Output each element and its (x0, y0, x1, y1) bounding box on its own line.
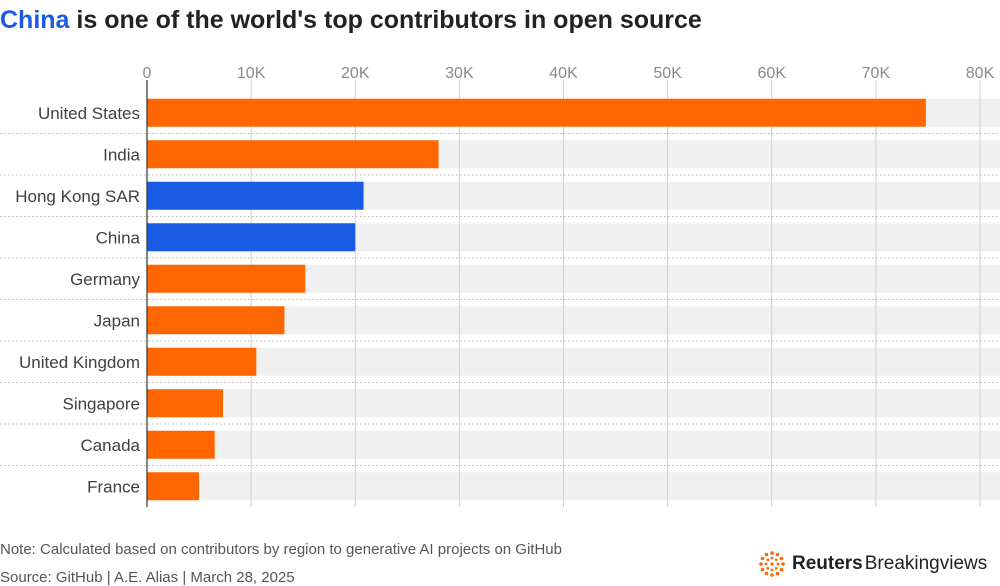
x-tick-label: 40K (549, 65, 578, 82)
chart-source: Source: GitHub | A.E. Alias | March 28, … (0, 569, 295, 586)
bar-singapore (147, 389, 224, 418)
bar-france (147, 472, 200, 501)
category-label-hong-kong-sar: Hong Kong SAR (15, 187, 140, 206)
bar-canada (147, 430, 215, 459)
row-band-canada (147, 430, 1000, 459)
x-tick-label: 60K (758, 65, 787, 82)
bar-hong-kong-sar (147, 181, 364, 210)
title-highlight: China (0, 6, 70, 34)
row-band-united-kingdom (147, 347, 1000, 376)
category-label-germany: Germany (70, 270, 140, 289)
chart-note: Note: Calculated based on contributors b… (0, 541, 562, 558)
row-band-singapore (147, 389, 1000, 418)
brand-reuters: Reuters (792, 553, 863, 574)
row-band-france (147, 472, 1000, 501)
category-label-india: India (103, 145, 140, 164)
brand-breakingviews: Breakingviews (864, 553, 988, 574)
x-tick-label: 50K (653, 65, 682, 82)
x-tick-label: 80K (966, 65, 995, 82)
bar-united-kingdom (147, 347, 257, 376)
category-label-france: France (87, 477, 140, 496)
x-tick-label: 10K (237, 65, 266, 82)
row-band-japan (147, 306, 1000, 335)
x-tick-label: 30K (445, 65, 474, 82)
bar-chart: 0 10K 20K 30K 40K 50K 60K 70K 80K United States In… (0, 65, 1000, 507)
chart-title: China is one of the world's top contribu… (0, 6, 702, 35)
category-label-canada: Canada (80, 436, 140, 455)
x-tick-label: 70K (862, 65, 891, 82)
bar-japan (147, 306, 285, 335)
category-label-united-kingdom: United Kingdom (19, 353, 140, 372)
bar-china (147, 223, 356, 252)
x-tick-label: 0 (143, 65, 152, 82)
category-label-japan: Japan (94, 311, 140, 330)
reuters-dot-logo-icon (759, 551, 785, 577)
title-rest: is one of the world's top contributors i… (69, 6, 702, 34)
bar-germany (147, 264, 306, 293)
reuters-breakingviews-logo: Reuters Breakingviews (758, 548, 987, 580)
bar-united-states (147, 98, 926, 127)
category-label-united-states: United States (38, 104, 140, 123)
category-label-singapore: Singapore (62, 394, 140, 413)
category-label-china: China (96, 228, 141, 247)
bar-india (147, 140, 439, 169)
x-tick-label: 20K (341, 65, 370, 82)
